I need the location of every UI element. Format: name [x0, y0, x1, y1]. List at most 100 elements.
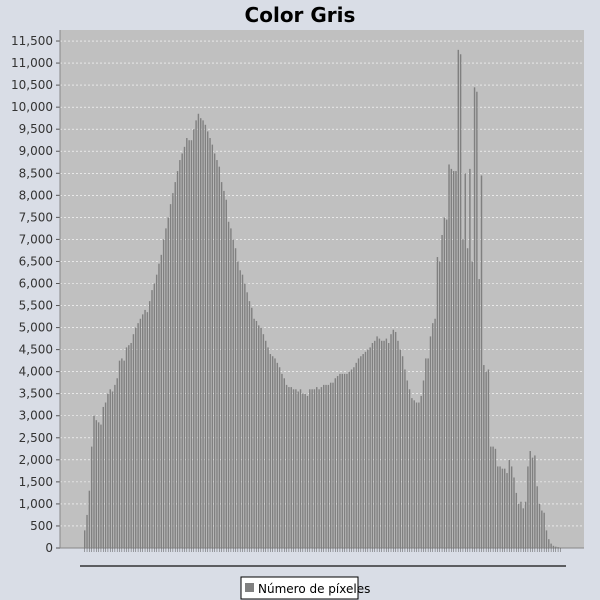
bar: [450, 168, 453, 548]
bar: [258, 325, 260, 548]
bar: [162, 239, 165, 548]
bar: [385, 338, 388, 548]
bar: [146, 312, 149, 548]
bar: [100, 424, 102, 548]
y-tick-label: 8,500: [19, 166, 53, 180]
bar: [369, 347, 371, 548]
legend-label: Número de píxeles: [258, 582, 370, 596]
bar: [128, 345, 130, 548]
bar: [548, 539, 550, 548]
bar: [232, 239, 234, 548]
bar: [102, 406, 104, 548]
bar: [234, 248, 237, 548]
bar: [130, 343, 132, 548]
bar: [311, 389, 313, 548]
chart-title: Color Gris: [245, 3, 356, 27]
y-tick-label: 500: [30, 519, 53, 533]
bar: [202, 120, 204, 549]
y-tick-label: 4,500: [19, 343, 53, 357]
bar: [503, 468, 506, 548]
bar: [313, 389, 316, 548]
bar: [499, 466, 501, 548]
bar: [378, 338, 381, 548]
bar: [543, 512, 545, 548]
bar: [387, 343, 390, 548]
bar: [158, 263, 160, 548]
bar: [285, 384, 288, 548]
bar: [93, 415, 95, 548]
bar: [367, 349, 369, 548]
bar: [84, 530, 86, 548]
bar: [374, 340, 376, 548]
bar: [132, 334, 135, 548]
bar: [148, 301, 151, 548]
bar: [190, 140, 193, 548]
bar: [494, 448, 497, 548]
bar: [392, 329, 395, 548]
bar: [176, 171, 179, 548]
y-tick-label: 6,500: [19, 254, 53, 268]
bar: [478, 279, 480, 548]
bar: [274, 358, 276, 548]
bar: [323, 384, 325, 548]
bar: [459, 54, 462, 548]
bar: [429, 336, 432, 548]
bar: [536, 486, 538, 548]
bar: [332, 382, 334, 548]
y-tick-label: 0: [45, 541, 53, 555]
bar: [390, 334, 392, 548]
bar: [555, 546, 557, 548]
bar: [271, 356, 274, 548]
bar: [123, 360, 125, 548]
bar: [104, 402, 107, 548]
bar: [455, 171, 457, 548]
bar: [241, 274, 244, 548]
bar: [529, 451, 531, 548]
y-tick-label: 3,000: [19, 409, 53, 423]
bar: [320, 387, 323, 548]
bar: [510, 466, 513, 548]
bar: [246, 292, 248, 548]
bar: [218, 166, 221, 548]
bar: [538, 503, 541, 548]
bar: [550, 543, 552, 548]
bar: [111, 391, 114, 548]
bar: [476, 91, 478, 548]
bar: [290, 387, 292, 548]
bar: [348, 371, 350, 548]
y-tick-label: 1,500: [19, 475, 53, 489]
bar: [213, 153, 216, 548]
y-tick-label: 9,500: [19, 122, 53, 136]
bar: [376, 336, 378, 548]
bar: [485, 371, 487, 548]
bar: [255, 320, 258, 548]
bar: [209, 138, 211, 548]
y-tick-label: 2,000: [19, 453, 53, 467]
bar: [276, 362, 279, 548]
bar: [517, 503, 520, 548]
bar: [244, 283, 246, 548]
bar: [353, 367, 355, 548]
bar: [121, 358, 123, 548]
bar: [172, 193, 174, 549]
bar: [524, 501, 527, 548]
bar: [186, 138, 188, 548]
bar: [153, 283, 156, 548]
bar: [522, 508, 524, 548]
bar-series: [84, 49, 562, 549]
bar: [508, 459, 511, 548]
bar: [292, 389, 295, 548]
bar: [107, 393, 109, 548]
bar: [116, 378, 118, 548]
bar: [448, 164, 450, 548]
bar: [165, 228, 167, 548]
bar: [137, 323, 139, 548]
bar: [343, 373, 346, 548]
bar: [95, 420, 98, 548]
bar: [445, 219, 448, 548]
bar: [269, 354, 272, 548]
bar: [439, 261, 441, 548]
bar: [436, 257, 439, 548]
y-tick-label: 6,000: [19, 276, 53, 290]
